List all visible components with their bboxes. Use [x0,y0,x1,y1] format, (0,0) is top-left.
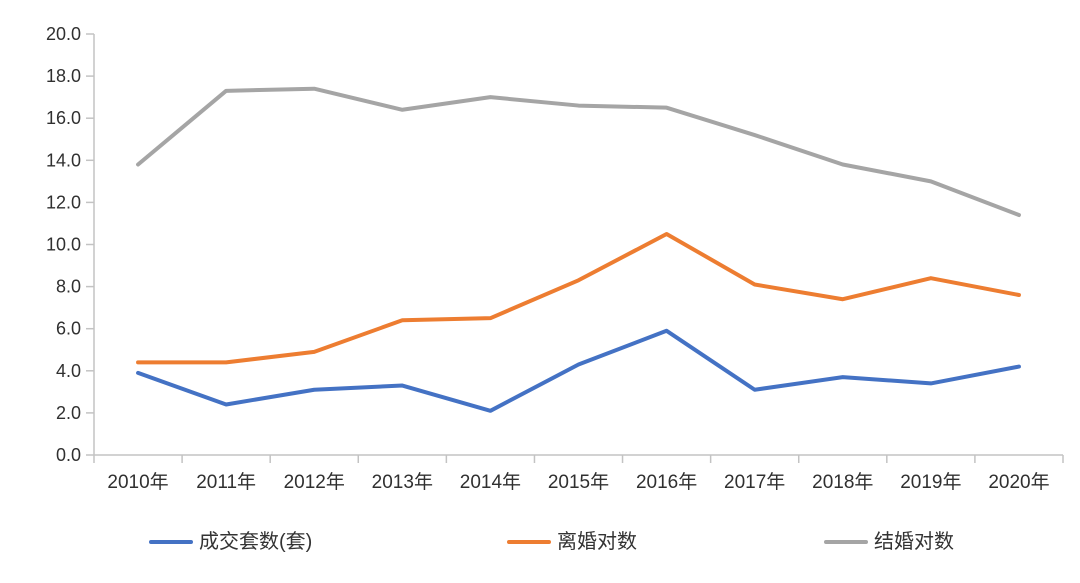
y-tick-label: 14.0 [46,150,81,170]
legend-swatch-divorces-icon [507,540,551,544]
y-tick-label: 0.0 [56,445,81,465]
legend-item-divorces: 离婚对数 [507,529,637,555]
x-tick-label: 2012年 [284,471,345,493]
x-tick-label: 2015年 [548,471,609,493]
legend-item-marriages: 结婚对数 [824,529,954,555]
x-tick-label: 2013年 [372,471,433,493]
legend-label-transactions: 成交套数(套) [199,531,313,553]
y-tick-label: 16.0 [46,108,81,128]
series-line-divorces [136,231,1021,365]
x-tick-label: 2020年 [988,471,1049,493]
x-tick-label: 2017年 [724,471,785,493]
y-tick-label: 8.0 [56,277,81,297]
x-tick-label: 2011年 [196,471,256,493]
legend-label-marriages: 结婚对数 [874,531,954,553]
legend-label-divorces: 离婚对数 [557,531,637,553]
x-tick-label: 2014年 [460,471,521,493]
legend-item-transactions: 成交套数(套) [149,529,312,555]
y-tick-label: 12.0 [46,192,81,212]
legend: 成交套数(套) 离婚对数 结婚对数 [0,529,1080,559]
legend-swatch-transactions-icon [149,540,193,544]
x-tick-label: 2016年 [636,471,697,493]
x-tick-label: 2019年 [900,471,961,493]
y-tick-label: 10.0 [46,235,81,255]
y-tick-label: 20.0 [46,24,81,44]
line-chart: 20.0 18.0 16.0 14.0 12.0 10.0 8.0 6.0 4.0 2.0 0.0 2… [46,24,1064,493]
series-line-transactions [136,328,1021,413]
series-line-marriages [136,86,1021,218]
y-tick-label: 4.0 [56,361,81,381]
x-tick-label: 2010年 [107,471,168,493]
legend-swatch-marriages-icon [824,540,868,544]
y-tick-label: 2.0 [56,403,81,423]
x-tick-label: 2018年 [812,471,873,493]
y-tick-label: 6.0 [56,319,81,339]
y-tick-label: 18.0 [46,66,81,86]
